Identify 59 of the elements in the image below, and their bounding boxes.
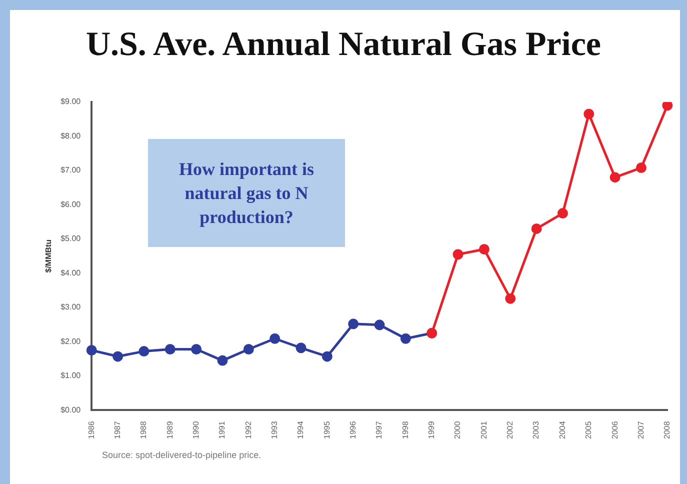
callout-box: How important is natural gas to N production?	[148, 139, 345, 247]
point	[217, 355, 228, 366]
point	[348, 318, 359, 330]
x-tick-label: 1996	[348, 420, 358, 439]
point	[531, 223, 542, 234]
point	[374, 320, 385, 330]
x-tick-label: 2006	[610, 420, 620, 439]
source-note: Source: spot-delivered-to-pipeline price.	[102, 450, 262, 460]
point	[584, 108, 594, 120]
point	[400, 333, 411, 344]
point	[636, 162, 646, 173]
chart-title: U.S. Ave. Annual Natural Gas Price	[84, 26, 602, 64]
point	[191, 344, 202, 354]
x-tick-label: 2007	[636, 420, 646, 439]
x-tick-label: 2003	[532, 420, 541, 439]
y-tick-label: $5.00	[60, 234, 82, 244]
x-tick-label: 2008	[662, 420, 672, 439]
x-tick-label: 1989	[165, 420, 174, 439]
point	[322, 351, 332, 362]
y-tick-label: $3.00	[60, 302, 82, 312]
point	[164, 344, 176, 354]
x-tick-label: 2005	[584, 420, 594, 439]
x-tick-label: 1993	[270, 420, 280, 439]
y-tick-label: $2.00	[60, 336, 82, 346]
point	[112, 351, 124, 362]
x-tick-label: 1999	[427, 420, 436, 439]
x-tick-label: 1986	[86, 420, 96, 439]
x-tick-label: 1991	[218, 420, 227, 439]
x-tick-label: 1998	[400, 420, 410, 439]
y-tick-label: $9.00	[60, 97, 82, 106]
y-tick-label: $1.00	[60, 371, 82, 380]
x-tick-label: 1992	[244, 420, 253, 439]
y-tick-label: $0.00	[60, 405, 82, 414]
x-tick-label: 1987	[112, 420, 122, 439]
point	[610, 172, 620, 183]
point	[505, 293, 516, 304]
point	[478, 244, 490, 255]
x-tick-label: 1990	[192, 420, 201, 439]
x-tick-label: 2004	[558, 420, 567, 439]
point	[557, 208, 568, 219]
point	[452, 249, 464, 260]
point	[296, 342, 306, 354]
x-tick-label: 2002	[506, 420, 515, 439]
y-tick-label: $6.00	[60, 200, 82, 209]
point	[662, 102, 673, 111]
y-axis-title: $/MMBtu	[44, 239, 54, 273]
point	[138, 346, 150, 357]
x-tick-label: 1995	[322, 420, 332, 439]
y-tick-label: $7.00	[60, 166, 82, 175]
y-tick-label: $4.00	[60, 268, 82, 278]
x-tick-label: 1994	[296, 420, 306, 439]
y-tick-label: $8.00	[60, 131, 82, 140]
x-tick-label: 1997	[374, 420, 384, 439]
x-tick-label: 1988	[139, 420, 148, 439]
point	[270, 333, 280, 344]
point	[86, 345, 97, 356]
point	[243, 344, 254, 354]
x-tick-label: 2000	[453, 420, 462, 439]
x-tick-label: 2001	[479, 420, 488, 439]
